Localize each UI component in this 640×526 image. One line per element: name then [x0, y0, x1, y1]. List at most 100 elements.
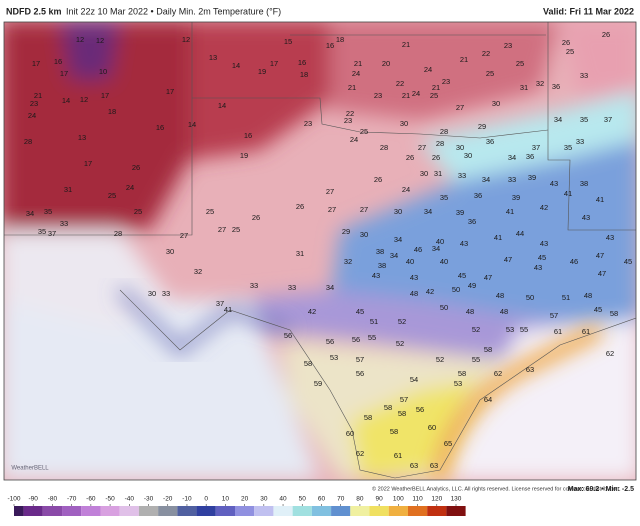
- temperature-label: 17: [270, 59, 278, 68]
- temperature-label: 17: [60, 69, 68, 78]
- temperature-label: 19: [240, 151, 248, 160]
- colorbar-swatch: [62, 506, 82, 516]
- temperature-label: 63: [430, 461, 438, 470]
- temperature-label: 60: [346, 429, 354, 438]
- temperature-label: 42: [540, 203, 548, 212]
- temperature-label: 27: [328, 205, 336, 214]
- map: [4, 22, 636, 480]
- temperature-label: 35: [564, 143, 572, 152]
- temperature-label: 56: [326, 337, 334, 346]
- temperature-label: 41: [564, 189, 572, 198]
- temperature-label: 22: [396, 79, 404, 88]
- colorbar-swatch: [14, 506, 24, 516]
- temperature-label: 58: [384, 403, 392, 412]
- colorbar-swatch: [254, 506, 274, 516]
- temperature-label: 17: [32, 59, 40, 68]
- colorbar-swatch: [119, 506, 139, 516]
- temperature-label: 33: [60, 219, 68, 228]
- colorbar-swatch: [196, 506, 216, 516]
- temperature-label: 34: [554, 115, 562, 124]
- temperature-label: 43: [540, 239, 548, 248]
- temperature-label: 23: [30, 99, 38, 108]
- temperature-label: 34: [390, 251, 398, 260]
- temperature-label: 60: [428, 423, 436, 432]
- logo: WeatherBELL: [11, 466, 49, 472]
- temperature-label: 34: [26, 209, 34, 218]
- temperature-label: 26: [432, 153, 440, 162]
- temperature-label: 21: [34, 91, 42, 100]
- temperature-label: 12: [76, 35, 84, 44]
- temperature-label: 63: [410, 461, 418, 470]
- temperature-label: 28: [436, 139, 444, 148]
- temperature-label: 40: [436, 237, 444, 246]
- temperature-label: 25: [430, 91, 438, 100]
- temperature-label: 17: [166, 87, 174, 96]
- temperature-label: 21: [348, 83, 356, 92]
- temperature-label: 45: [356, 307, 364, 316]
- temperature-label: 23: [442, 77, 450, 86]
- temperature-label: 43: [410, 273, 418, 282]
- temperature-label: 58: [390, 427, 398, 436]
- temperature-label: 15: [284, 37, 292, 46]
- temperature-label: 22: [482, 49, 490, 58]
- colorbar-swatch: [292, 506, 312, 516]
- colorbar-tick-label: 40: [279, 496, 287, 503]
- temperature-label: 47: [484, 273, 492, 282]
- colorbar-swatch: [100, 506, 120, 516]
- temperature-label: 53: [506, 325, 514, 334]
- temperature-label: 32: [536, 79, 544, 88]
- temperature-label: 12: [182, 35, 190, 44]
- temperature-label: 40: [440, 257, 448, 266]
- temperature-label: 26: [296, 202, 304, 211]
- temperature-label: 30: [360, 230, 368, 239]
- temperature-label: 18: [300, 70, 308, 79]
- temperature-label: 41: [596, 195, 604, 204]
- temperature-label: 18: [336, 35, 344, 44]
- temperature-label: 30: [464, 151, 472, 160]
- temperature-label: 32: [194, 267, 202, 276]
- temperature-label: 26: [406, 153, 414, 162]
- temperature-label: 24: [352, 69, 360, 78]
- colorbar-tick-label: 0: [204, 496, 208, 503]
- temperature-label: 62: [606, 349, 614, 358]
- colorbar-tick-label: 120: [431, 496, 442, 503]
- colorbar-tick-label: -80: [48, 496, 58, 503]
- temperature-label: 30: [394, 207, 402, 216]
- temperature-label: 28: [114, 229, 122, 238]
- temperature-label: 31: [520, 83, 528, 92]
- temperature-label: 34: [508, 153, 516, 162]
- colorbar-tick-label: 60: [318, 496, 326, 503]
- colorbar-swatch: [350, 506, 370, 516]
- colorbar-tick-label: 130: [451, 496, 462, 503]
- temperature-label: 49: [468, 281, 476, 290]
- temperature-label: 27: [418, 143, 426, 152]
- temperature-label: 25: [516, 59, 524, 68]
- temperature-label: 48: [584, 291, 592, 300]
- temperature-label: 54: [410, 375, 418, 384]
- temperature-label: 48: [500, 307, 508, 316]
- temperature-label: 25: [232, 225, 240, 234]
- temperature-label: 42: [308, 307, 316, 316]
- temperature-label: 16: [298, 58, 306, 67]
- colorbar-swatch: [407, 506, 428, 516]
- temperature-label: 43: [606, 233, 614, 242]
- temperature-label: 14: [188, 120, 196, 129]
- temperature-label: 52: [398, 317, 406, 326]
- temperature-label: 39: [512, 193, 520, 202]
- temperature-label: 48: [410, 289, 418, 298]
- temperature-label: 30: [420, 169, 428, 178]
- temperature-label: 16: [244, 131, 252, 140]
- temperature-label: 34: [326, 283, 334, 292]
- temperature-label: 52: [472, 325, 480, 334]
- temperature-label: 31: [64, 185, 72, 194]
- temperature-label: 13: [209, 53, 217, 62]
- temperature-label: 30: [492, 99, 500, 108]
- temperature-label: 14: [218, 101, 226, 110]
- temperature-label: 26: [602, 30, 610, 39]
- colorbar-swatch: [331, 506, 351, 516]
- colorbar-tick-label: -40: [125, 496, 135, 503]
- temperature-label: 63: [526, 365, 534, 374]
- temperature-label: 12: [80, 95, 88, 104]
- temperature-label: 30: [456, 143, 464, 152]
